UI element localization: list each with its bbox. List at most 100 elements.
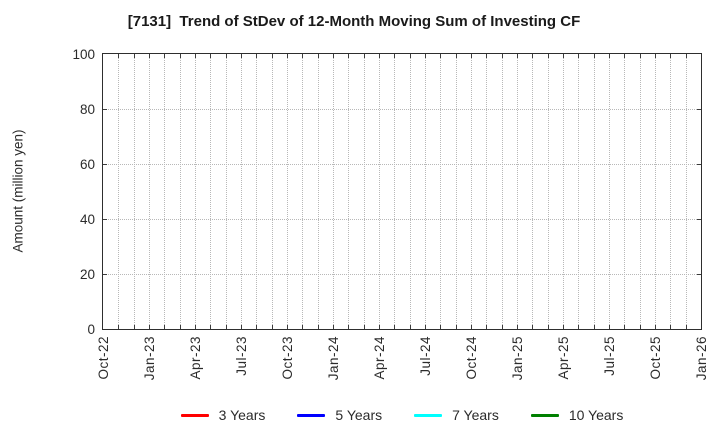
x-tick-mark	[149, 325, 150, 329]
vertical-gridline	[471, 54, 472, 329]
horizontal-gridline	[103, 219, 701, 220]
vertical-gridline	[532, 54, 534, 329]
x-tick-mark	[593, 325, 595, 329]
legend: 3 Years 5 Years 7 Years 10 Years	[102, 405, 702, 425]
x-tick-label: Jan-25	[509, 336, 525, 381]
plot-area	[102, 53, 702, 330]
x-tick-mark	[394, 54, 396, 58]
x-tick-mark	[609, 54, 610, 58]
vertical-gridline	[133, 54, 135, 329]
legend-label: 7 Years	[452, 407, 499, 423]
x-tick-mark	[517, 54, 518, 58]
x-tick-label: Jul-23	[233, 336, 249, 376]
vertical-gridline	[655, 54, 656, 329]
x-tick-mark	[302, 325, 304, 329]
y-tick-label: 60	[79, 156, 95, 172]
vertical-gridline	[333, 54, 334, 329]
vertical-gridline	[256, 54, 258, 329]
x-tick-mark	[486, 325, 488, 329]
x-tick-mark	[363, 325, 365, 329]
legend-label: 5 Years	[335, 407, 383, 423]
x-tick-mark	[639, 325, 641, 329]
vertical-gridline	[271, 54, 273, 329]
vertical-gridline	[563, 54, 564, 329]
y-tick-label: 100	[72, 46, 95, 62]
x-tick-label: Jul-25	[601, 336, 617, 376]
x-tick-mark	[333, 54, 334, 58]
x-tick-mark	[578, 54, 580, 58]
x-tick-label: Apr-23	[187, 336, 203, 380]
vertical-gridline	[670, 54, 672, 329]
y-tick-mark	[697, 219, 701, 220]
vertical-gridline	[685, 54, 687, 329]
x-tick-label: Apr-25	[555, 336, 571, 380]
x-tick-mark	[425, 54, 426, 58]
x-tick-mark	[241, 325, 242, 329]
x-tick-mark	[655, 54, 656, 58]
y-tick-mark	[103, 219, 107, 220]
x-tick-mark	[118, 54, 120, 58]
vertical-gridline	[609, 54, 610, 329]
legend-label: 10 Years	[568, 407, 624, 423]
x-tick-mark	[271, 325, 273, 329]
y-tick-mark	[103, 164, 107, 165]
x-tick-mark	[532, 325, 534, 329]
vertical-gridline	[639, 54, 641, 329]
legend-item: 7 Years	[414, 407, 499, 423]
x-tick-mark	[655, 325, 656, 329]
x-tick-mark	[501, 54, 503, 58]
x-tick-mark	[563, 325, 564, 329]
x-tick-mark	[379, 54, 380, 58]
x-tick-label: Oct-24	[463, 336, 479, 380]
vertical-gridline	[149, 54, 150, 329]
x-tick-mark	[563, 54, 564, 58]
x-tick-mark	[210, 54, 212, 58]
x-tick-mark	[670, 54, 672, 58]
x-tick-mark	[363, 54, 365, 58]
x-tick-mark	[685, 325, 687, 329]
vertical-gridline	[348, 54, 350, 329]
vertical-gridline	[302, 54, 304, 329]
y-tick-mark	[103, 109, 107, 110]
x-tick-mark	[256, 325, 258, 329]
x-tick-mark	[670, 325, 672, 329]
legend-item: 5 Years	[297, 407, 382, 423]
legend-line-swatch	[180, 413, 209, 417]
x-tick-mark	[425, 325, 426, 329]
y-tick-label: 40	[79, 211, 95, 227]
vertical-gridline	[164, 54, 166, 329]
x-tick-mark	[471, 54, 472, 58]
x-tick-label: Jul-24	[417, 336, 433, 376]
x-tick-label: Oct-22	[95, 336, 111, 380]
y-tick-mark	[103, 274, 107, 275]
x-tick-mark	[317, 325, 319, 329]
vertical-gridline	[486, 54, 488, 329]
x-tick-mark	[179, 325, 181, 329]
vertical-gridline	[501, 54, 503, 329]
y-tick-label: 80	[79, 101, 95, 117]
x-tick-label: Oct-25	[647, 336, 663, 380]
x-tick-mark	[685, 54, 687, 58]
x-tick-mark	[133, 54, 135, 58]
vertical-gridline	[363, 54, 365, 329]
vertical-gridline	[547, 54, 549, 329]
x-tick-mark	[195, 54, 196, 58]
y-tick-mark	[697, 164, 701, 165]
legend-line-swatch	[530, 413, 559, 417]
x-tick-mark	[609, 325, 610, 329]
x-tick-mark	[333, 325, 334, 329]
x-tick-mark	[164, 54, 166, 58]
vertical-gridline	[409, 54, 411, 329]
vertical-gridline	[287, 54, 288, 329]
x-tick-mark	[578, 325, 580, 329]
x-tick-mark	[517, 325, 518, 329]
x-tick-mark	[547, 325, 549, 329]
legend-item: 10 Years	[530, 407, 624, 423]
x-tick-mark	[195, 325, 196, 329]
y-tick-label: 0	[87, 321, 95, 337]
chart-title: [7131] Trend of StDev of 12-Month Moving…	[127, 13, 581, 30]
legend-label: 3 Years	[218, 407, 266, 423]
x-tick-mark	[302, 54, 304, 58]
x-tick-mark	[287, 54, 288, 58]
